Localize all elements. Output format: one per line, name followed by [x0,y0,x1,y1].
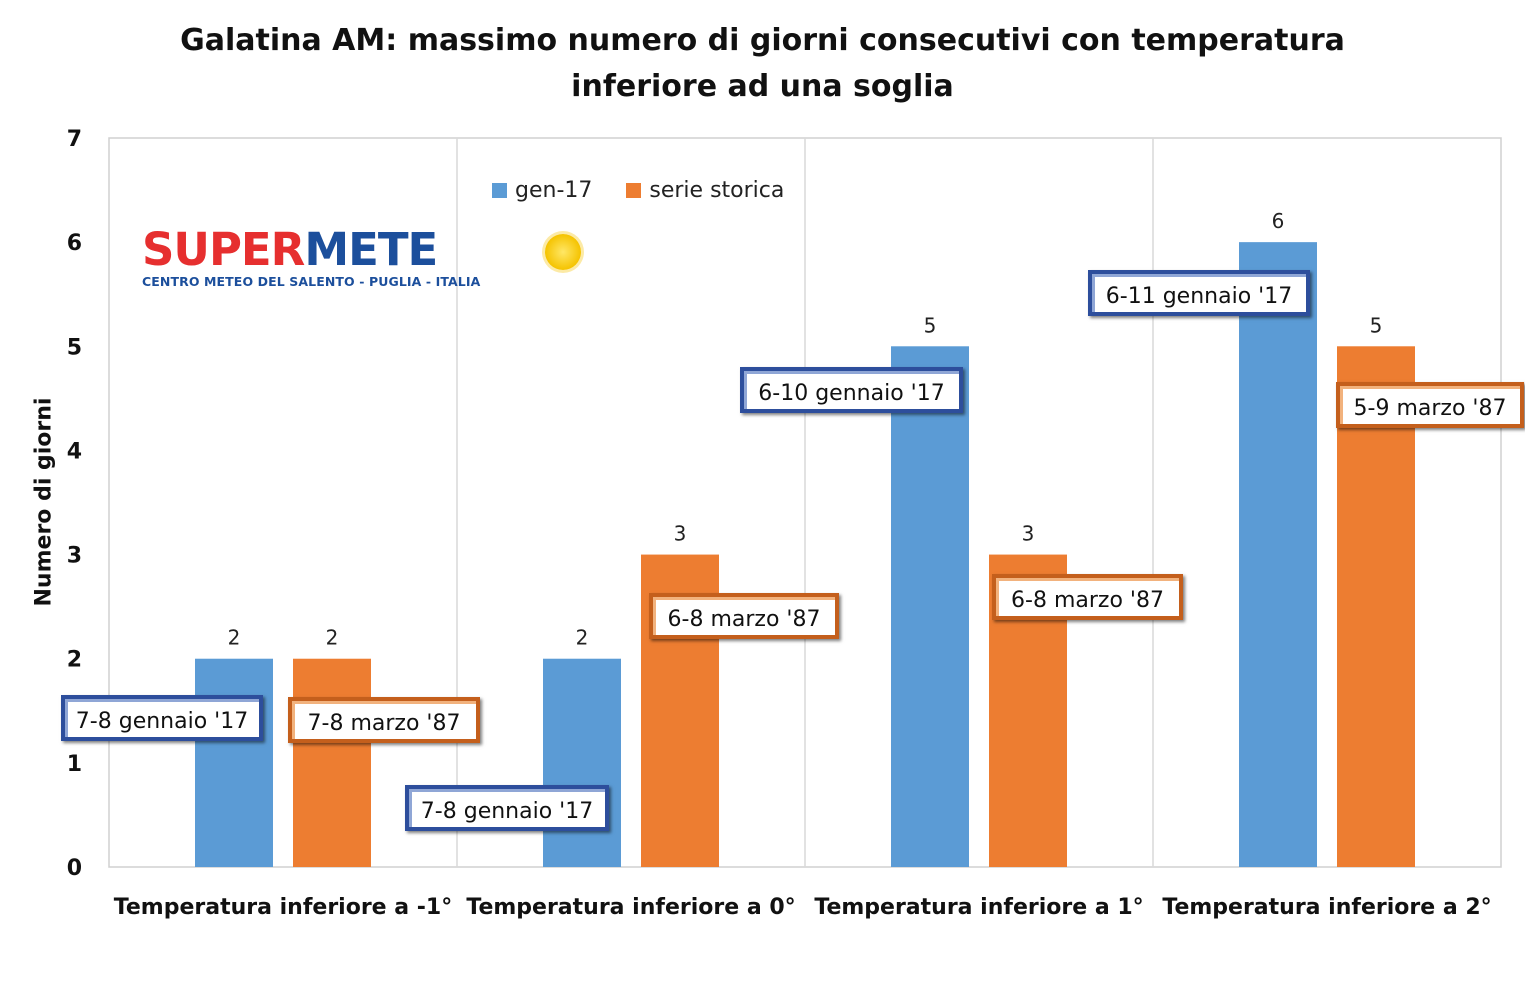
data-label: 6 [1272,209,1285,233]
legend-swatch-gen17 [492,183,507,198]
data-label: 2 [326,626,339,650]
callout-storica-cat3: 6-8 marzo '87 [992,574,1183,620]
bar-serie-storica [293,658,371,867]
x-category-label: Temperatura inferiore a 1° [814,895,1143,920]
data-label: 5 [1370,313,1383,337]
y-tick-label: 0 [67,856,82,881]
y-axis-label: Numero di giorni [31,397,57,607]
chart-title-line-2: inferiore ad una soglia [571,69,954,104]
chart-title: Galatina AM: massimo numero di giorni co… [0,18,1525,110]
legend-item-serie-storica: serie storica [626,178,784,203]
y-tick-label: 6 [67,231,82,256]
callout-gen17-cat4: 6-11 gennaio '17 [1088,270,1310,316]
callout-storica-cat4: 5-9 marzo '87 [1336,382,1524,428]
y-tick-label: 5 [67,335,82,360]
bar-gen17 [1239,242,1317,868]
data-label: 5 [924,313,937,337]
legend-label-serie-storica: serie storica [649,178,785,203]
data-label: 3 [674,522,687,546]
legend-swatch-serie-storica [626,183,642,198]
callout-storica-cat2: 6-8 marzo '87 [649,593,839,639]
bar-gen17 [195,658,273,867]
logo-subtitle: CENTRO METEO DEL SALENTO - PUGLIA - ITAL… [142,274,481,289]
bar-gen17 [543,658,621,867]
logo-wordmark: SUPERMETE [142,223,581,276]
sun-icon [545,234,581,270]
data-label: 2 [576,626,589,650]
data-label: 3 [1022,522,1035,546]
x-category-label: Temperatura inferiore a 0° [466,895,795,920]
callout-gen17-cat3: 6-10 gennaio '17 [740,367,963,413]
x-category-label: Temperatura inferiore a 2° [1162,895,1491,920]
logo-word-red: SUPER [142,223,305,276]
callout-gen17-cat1: 7-8 gennaio '17 [61,695,263,741]
legend: gen-17 serie storica [492,178,818,203]
data-label: 2 [228,626,241,650]
supermeteo-logo: SUPERMETE CENTRO METEO DEL SALENTO - PUG… [142,223,581,289]
y-tick-label: 4 [67,439,82,464]
x-category-label: Temperatura inferiore a -1° [114,895,452,920]
y-tick-label: 2 [67,648,82,673]
y-tick-label: 7 [67,127,82,152]
logo-word-blue: METE [304,223,438,276]
callout-storica-cat1: 7-8 marzo '87 [288,697,480,743]
bar-gen17 [891,346,969,867]
chart-title-line-1: Galatina AM: massimo numero di giorni co… [180,23,1345,58]
callout-gen17-cat2: 7-8 gennaio '17 [405,785,609,831]
y-tick-label: 1 [67,752,82,777]
legend-label-gen17: gen-17 [515,178,593,203]
legend-item-gen17: gen-17 [492,178,592,203]
bar-serie-storica [1337,346,1415,867]
y-tick-label: 3 [67,544,82,569]
